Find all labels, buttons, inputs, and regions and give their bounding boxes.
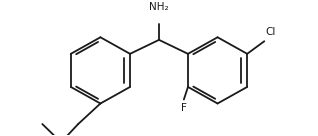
Text: NH₂: NH₂ [149,2,169,12]
Text: Cl: Cl [266,27,276,37]
Text: F: F [181,103,187,113]
